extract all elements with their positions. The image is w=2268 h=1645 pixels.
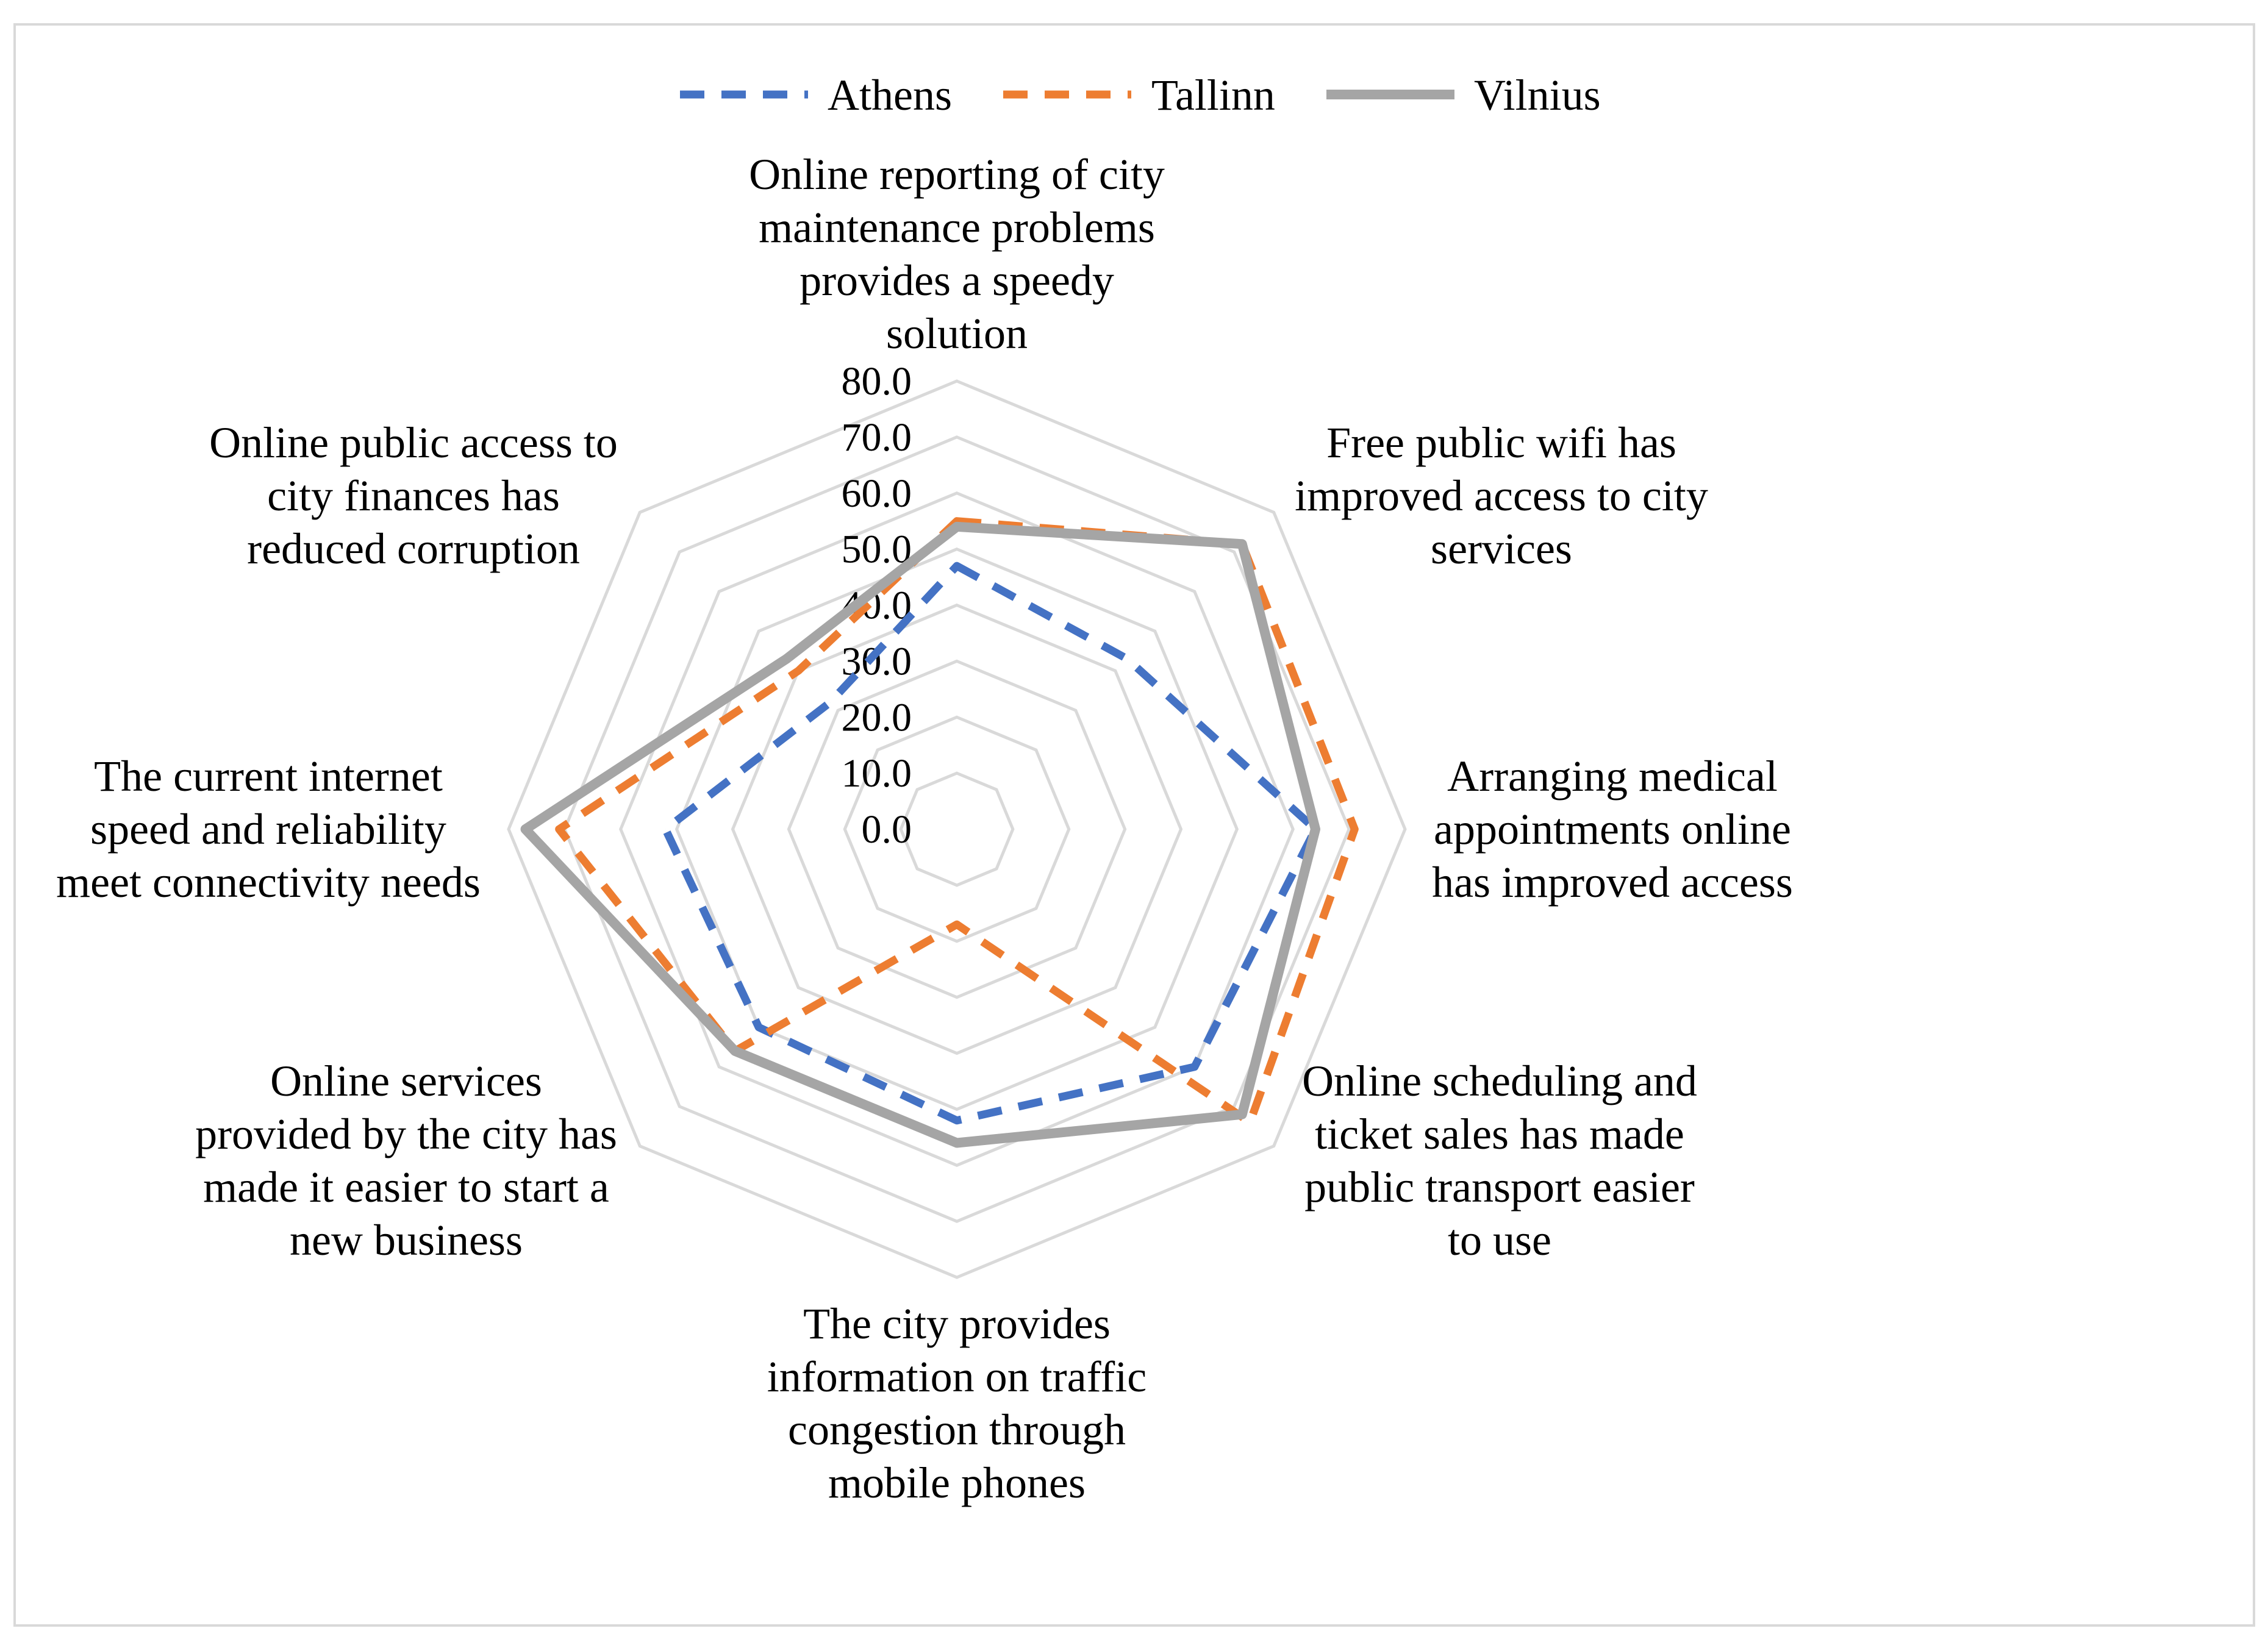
grid-ring bbox=[619, 491, 1295, 1167]
grid-ring bbox=[731, 603, 1183, 1055]
legend-label: Athens bbox=[828, 71, 952, 120]
tick-label: 50.0 bbox=[842, 527, 912, 572]
category-label: The current internet speed and reliabilit… bbox=[56, 752, 481, 907]
legend: Athens Tallinn Vilnius bbox=[680, 71, 1601, 120]
grid-ring bbox=[787, 659, 1127, 999]
legend-label: Vilnius bbox=[1474, 71, 1601, 120]
radar-series bbox=[520, 517, 1359, 1148]
tick-label: 20.0 bbox=[842, 695, 912, 740]
category-label: Free public wifi has improved access to c… bbox=[1295, 418, 1708, 573]
grid-ring bbox=[563, 435, 1351, 1223]
tick-label: 10.0 bbox=[842, 751, 912, 796]
tick-label: 80.0 bbox=[842, 359, 912, 404]
grid-ring bbox=[899, 771, 1015, 887]
category-label: Online scheduling and ticket sales has ma… bbox=[1302, 1057, 1697, 1265]
category-label: The city provides information on traffic c… bbox=[767, 1299, 1147, 1507]
tick-label: 60.0 bbox=[842, 471, 912, 516]
category-label: Online reporting of city maintenance prob… bbox=[749, 150, 1165, 358]
chart-frame bbox=[13, 23, 2255, 1627]
category-labels: Online reporting of city maintenance prob… bbox=[56, 150, 1793, 1507]
radial-tick-labels: 0.010.020.030.040.050.060.070.080.0 bbox=[842, 359, 912, 852]
tick-label: 0.0 bbox=[862, 807, 912, 852]
grid-ring bbox=[507, 379, 1407, 1279]
grid-ring bbox=[843, 715, 1071, 943]
category-label: Online services provided by the city has m… bbox=[195, 1057, 617, 1265]
category-label: Arranging medical appointments online has … bbox=[1432, 752, 1793, 907]
tick-label: 70.0 bbox=[842, 415, 912, 460]
radar-grid bbox=[507, 379, 1407, 1279]
legend-label: Tallinn bbox=[1151, 71, 1275, 120]
category-label: Online public access to city finances has… bbox=[209, 418, 618, 573]
